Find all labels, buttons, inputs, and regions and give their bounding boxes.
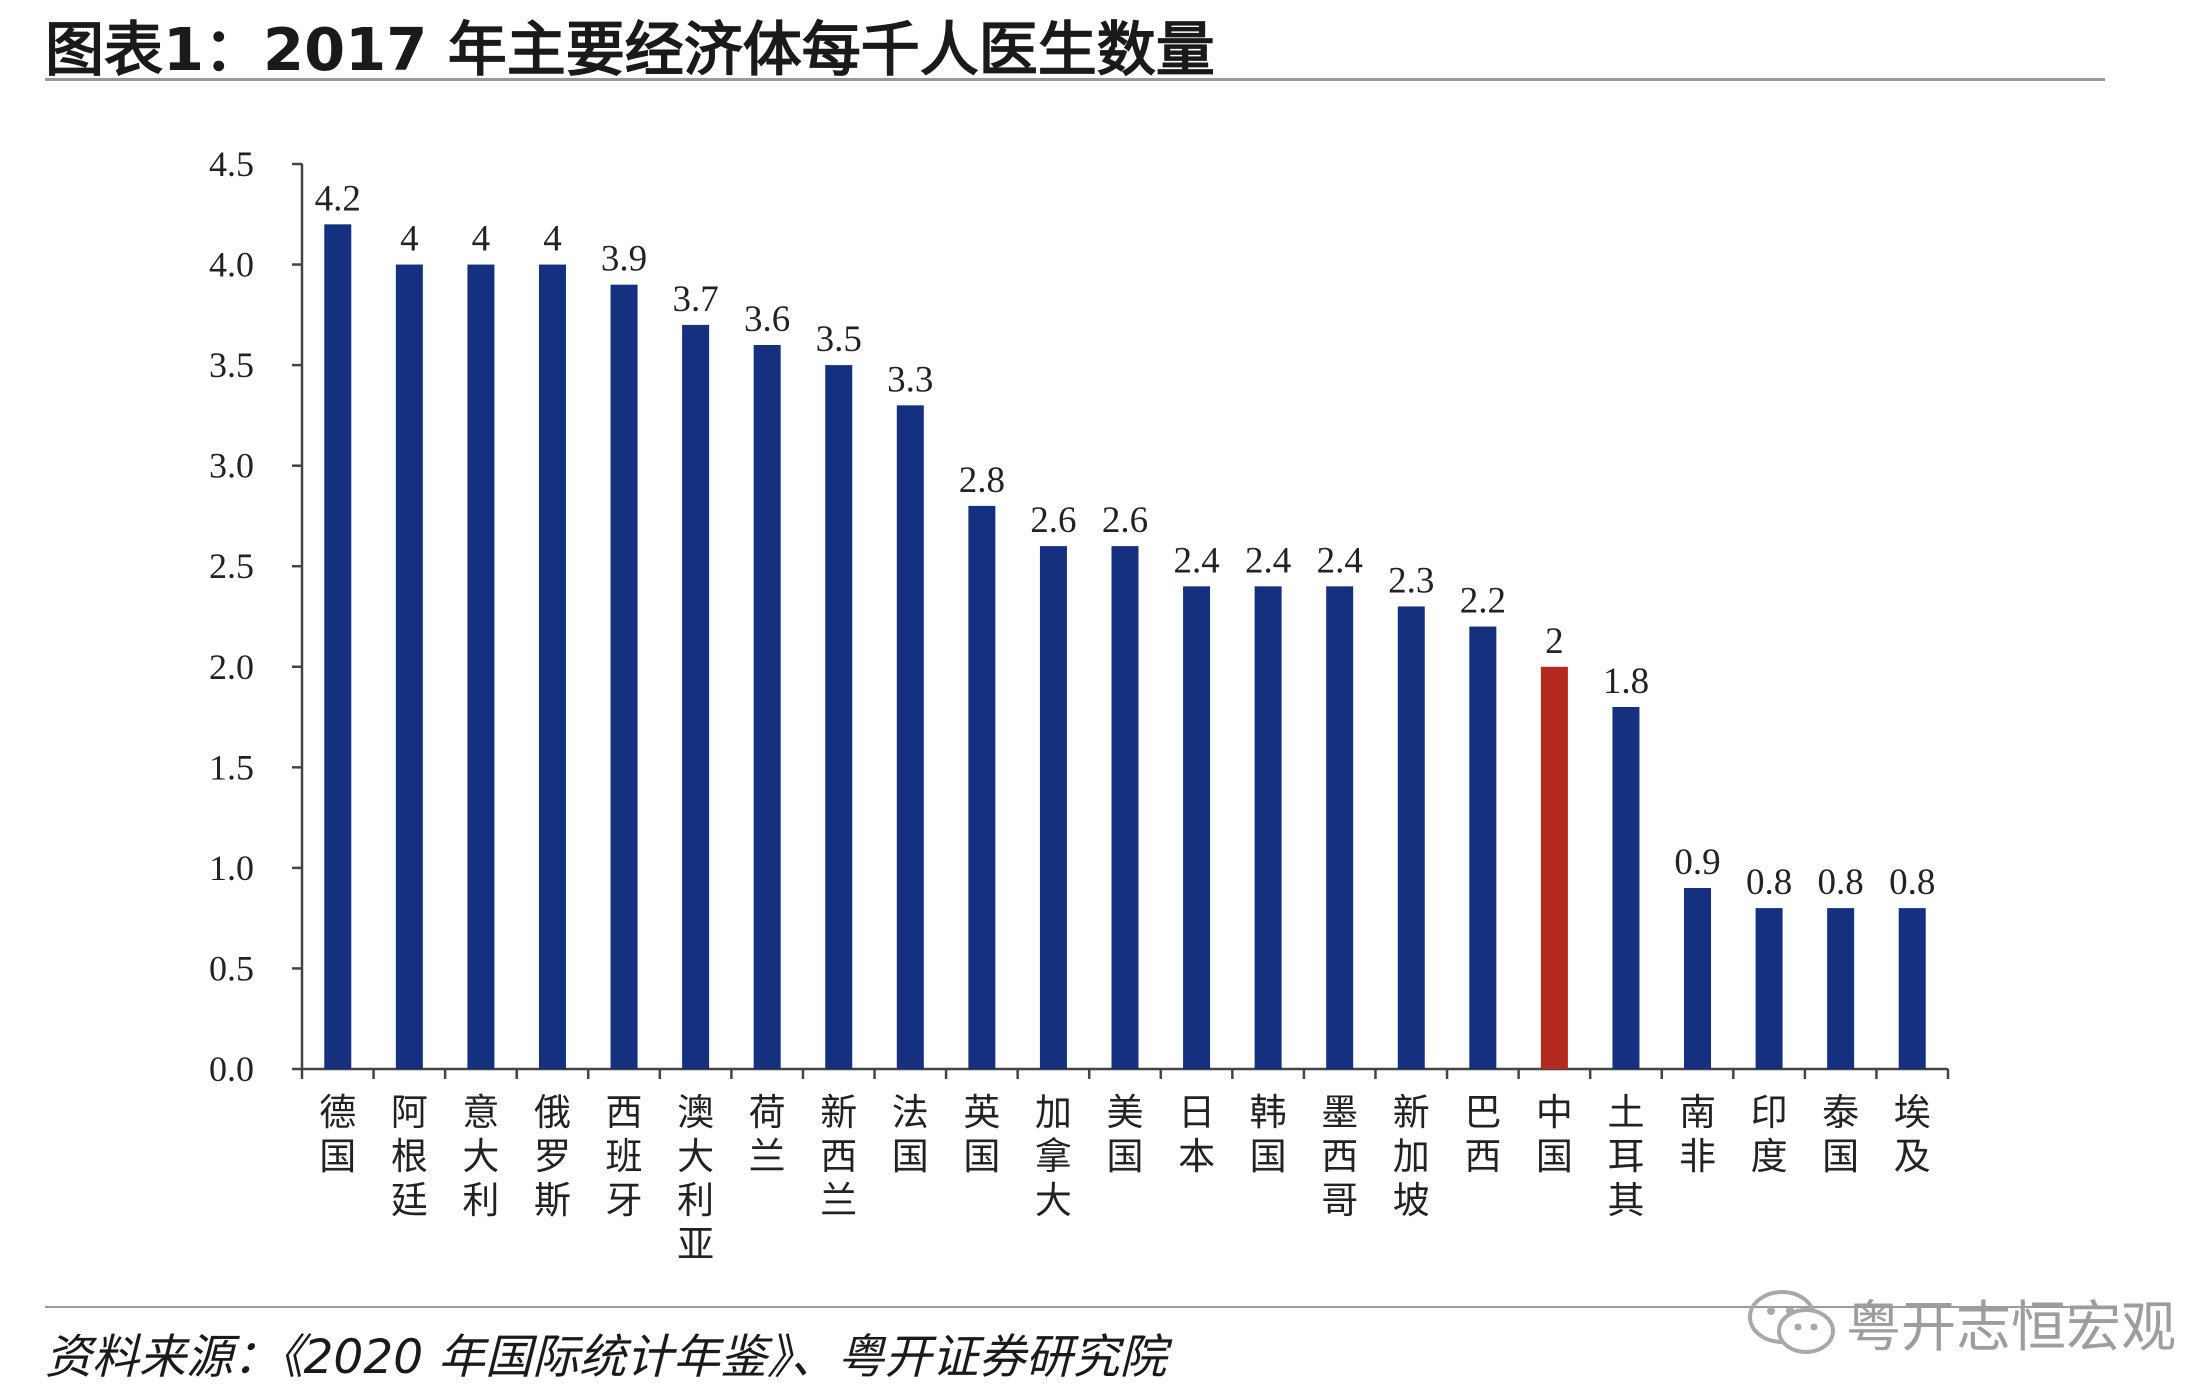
- category-label: 西班牙: [606, 1091, 643, 1222]
- bar: [1039, 546, 1067, 1069]
- bar: [896, 405, 924, 1069]
- y-tick-label: 3.5: [209, 345, 254, 385]
- category-label: 法国: [892, 1091, 929, 1178]
- bar: [1111, 546, 1139, 1069]
- data-label: 3.9: [601, 239, 647, 280]
- bar-chart: 0.0 0.5 1.0 1.5 2.0 2.5 3.0 3.5 4.0 4.5 4.2 德国 4 阿根廷 4…: [209, 144, 1950, 1266]
- data-label: 4: [472, 219, 491, 260]
- bar: [1183, 586, 1211, 1069]
- data-label: 3.5: [816, 319, 862, 360]
- y-tick-label: 1.0: [209, 848, 254, 888]
- category-label: 韩国: [1250, 1091, 1287, 1178]
- category-label: 日本: [1178, 1091, 1215, 1178]
- data-label: 0.8: [1818, 862, 1864, 903]
- category-label: 荷兰: [749, 1091, 786, 1178]
- data-label: 2.2: [1460, 581, 1506, 622]
- data-label: 2.6: [1102, 500, 1148, 541]
- watermark: 粤开志恒宏观: [1746, 1282, 2176, 1362]
- title-rule: [45, 78, 2105, 81]
- bar: [968, 505, 996, 1069]
- category-label: 美国: [1107, 1091, 1144, 1178]
- bar: [1469, 626, 1497, 1069]
- category-label: 新加坡: [1393, 1091, 1430, 1222]
- data-label: 3.6: [744, 299, 790, 340]
- category-label: 加拿大: [1035, 1091, 1072, 1222]
- bar: [1540, 666, 1568, 1069]
- y-tick-label: 2.5: [209, 546, 254, 586]
- chart-title: 图表1：2017 年主要经济体每千人医生数量: [45, 15, 1215, 84]
- data-label: 1.8: [1603, 661, 1649, 702]
- bar: [682, 324, 710, 1069]
- wechat-icon: [1746, 1287, 1838, 1357]
- bar: [467, 264, 495, 1069]
- category-label: 印度: [1751, 1091, 1788, 1178]
- data-label: 4.2: [315, 178, 361, 219]
- category-label: 英国: [963, 1091, 1000, 1178]
- data-label: 0.8: [1746, 862, 1792, 903]
- bar: [1326, 586, 1354, 1069]
- data-label: 2.4: [1245, 540, 1291, 581]
- bar: [1612, 707, 1640, 1069]
- bar: [1397, 606, 1425, 1069]
- data-label: 3.7: [672, 279, 718, 320]
- category-label: 意大利: [462, 1091, 499, 1222]
- category-label: 新西兰: [820, 1091, 857, 1222]
- y-tick-label: 0.5: [209, 948, 254, 988]
- data-label: 4: [543, 219, 562, 260]
- bar: [395, 264, 423, 1069]
- bar: [825, 365, 853, 1070]
- bar: [1684, 888, 1712, 1069]
- category-label: 澳大利亚: [677, 1091, 714, 1266]
- data-label: 2.4: [1173, 540, 1219, 581]
- data-label: 2.3: [1388, 560, 1434, 601]
- data-label: 2.6: [1030, 500, 1076, 541]
- y-tick-label: 4.5: [209, 144, 254, 184]
- bar: [1827, 908, 1855, 1069]
- bar: [753, 345, 781, 1069]
- y-tick-label: 4.0: [209, 245, 254, 285]
- bar: [1254, 586, 1282, 1069]
- category-label: 巴西: [1464, 1091, 1501, 1178]
- category-label: 中国: [1536, 1091, 1573, 1178]
- data-label: 0.8: [1889, 862, 1935, 903]
- y-tick-label: 0.0: [209, 1049, 254, 1089]
- category-label: 土耳其: [1607, 1091, 1644, 1222]
- data-label: 0.9: [1674, 842, 1720, 883]
- y-tick-label: 2.0: [209, 647, 254, 687]
- bar: [610, 284, 638, 1070]
- data-label: 2.4: [1317, 540, 1363, 581]
- category-label: 埃及: [1894, 1091, 1931, 1178]
- data-label: 2.8: [959, 460, 1005, 501]
- bar: [324, 224, 352, 1070]
- data-label: 2: [1545, 621, 1564, 662]
- bar: [1755, 908, 1783, 1069]
- category-label: 南非: [1679, 1091, 1716, 1178]
- bar: [1898, 908, 1926, 1069]
- watermark-text: 粤开志恒宏观: [1845, 1295, 2176, 1359]
- category-label: 泰国: [1822, 1091, 1859, 1178]
- data-label: 3.3: [887, 359, 933, 400]
- y-tick-label: 3.0: [209, 446, 254, 486]
- category-label: 俄罗斯: [534, 1091, 571, 1222]
- category-label: 德国: [319, 1091, 356, 1178]
- category-label: 墨西哥: [1321, 1091, 1358, 1222]
- category-label: 阿根廷: [391, 1091, 428, 1222]
- footer-rule: [45, 1306, 2105, 1308]
- bar: [538, 264, 566, 1069]
- data-label: 4: [400, 219, 419, 260]
- y-tick-label: 1.5: [209, 747, 254, 787]
- source-note: 资料来源：《2020 年国际统计年鉴》、粤开证券研究院: [45, 1330, 1167, 1385]
